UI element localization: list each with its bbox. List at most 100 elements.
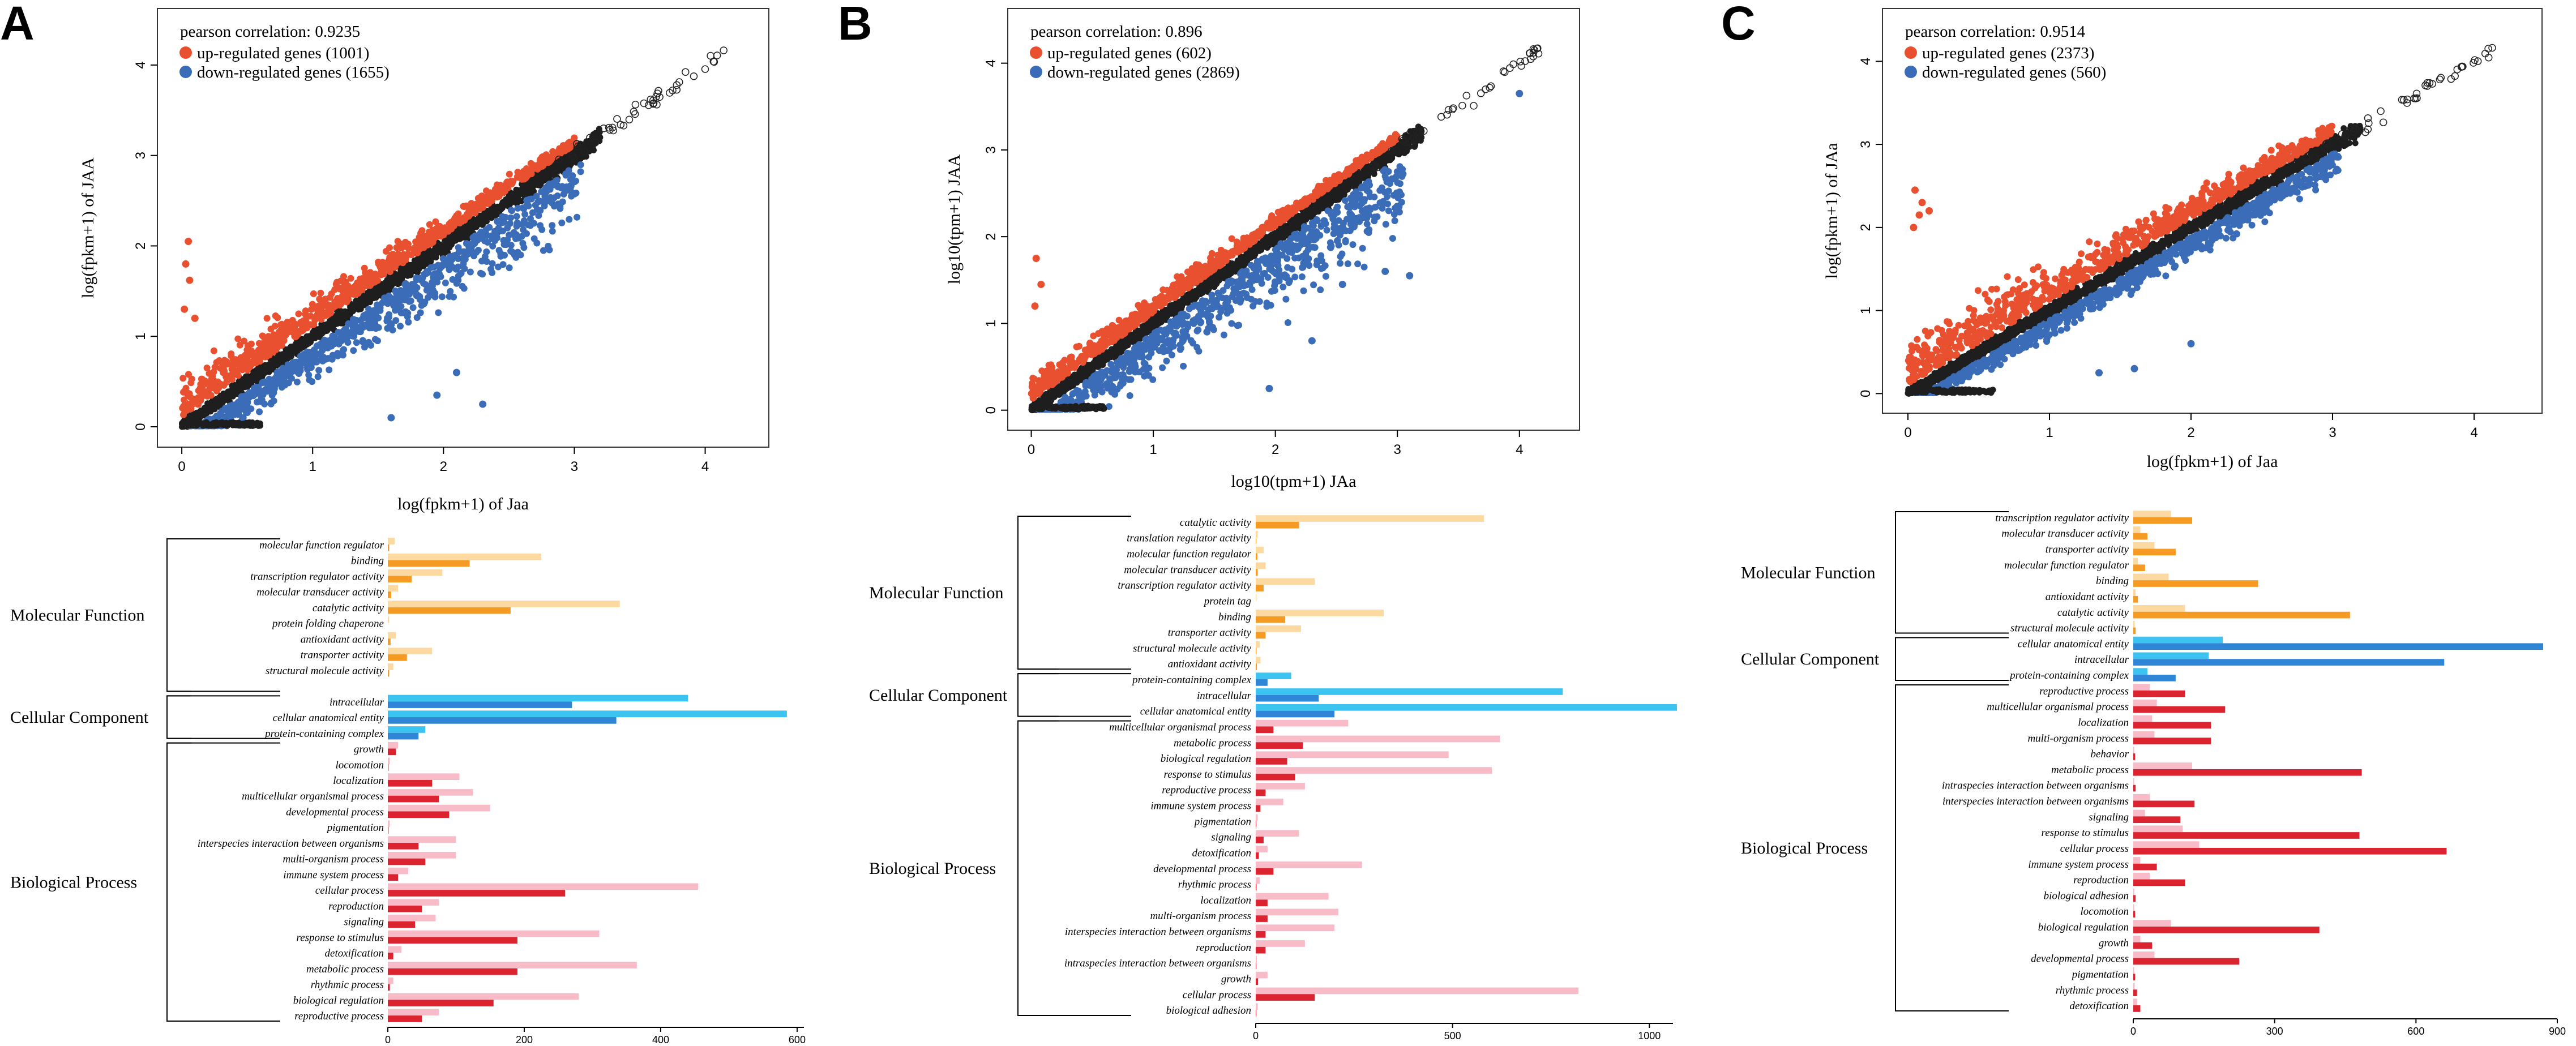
unchanged-point [266, 365, 272, 371]
go-term-label: multi-organism process [283, 854, 384, 865]
unchanged-point [327, 325, 333, 331]
down-point [411, 282, 418, 289]
x-tick-label: 4 [701, 459, 709, 474]
unchanged-point [181, 422, 187, 428]
unchanged-point [249, 421, 255, 427]
down-point [459, 255, 465, 262]
go-bar-deg [388, 968, 517, 975]
up-point [229, 376, 236, 383]
up-point [221, 357, 228, 364]
up-point [234, 336, 241, 342]
go-bar-deg [388, 906, 422, 912]
unchanged-point [411, 261, 417, 267]
go-bar-deg [388, 953, 393, 959]
down-point [416, 293, 423, 300]
down-point [439, 293, 446, 300]
down-point [487, 233, 494, 239]
unchanged-point [388, 281, 395, 288]
down-point [254, 398, 260, 405]
go-x-tick-label: 400 [652, 1034, 669, 1043]
down-point [256, 409, 263, 415]
down-point [284, 368, 291, 375]
down-point [329, 356, 336, 363]
down-point [374, 337, 381, 344]
unchanged-point [306, 340, 312, 346]
down-point [558, 220, 565, 226]
up-point [371, 272, 378, 278]
down-point [533, 240, 540, 247]
go-bar-all [388, 821, 390, 828]
go-term-label: catalytic activity [313, 602, 384, 614]
x-tick-label: 3 [571, 459, 578, 474]
unchanged-point [223, 391, 229, 397]
unchanged-point [498, 204, 504, 210]
go-bar-deg [388, 937, 517, 944]
high-expression-point [702, 66, 709, 72]
down-point [420, 280, 427, 287]
down-point [227, 405, 234, 412]
up-point [426, 221, 433, 228]
unchanged-point [285, 347, 291, 353]
down-point [292, 359, 298, 366]
down-point [434, 278, 440, 285]
go-term-label: biological regulation [293, 994, 384, 1006]
down-outlier-point [433, 392, 440, 399]
unchanged-point [520, 189, 527, 195]
go-bar-all [388, 663, 393, 670]
unchanged-point [204, 407, 210, 413]
down-point [414, 314, 421, 321]
y-tick-label: 1 [133, 333, 148, 340]
down-point [532, 202, 539, 209]
down-point [483, 248, 490, 255]
up-point [275, 341, 281, 348]
up-point [529, 161, 536, 168]
down-point [386, 314, 392, 321]
up-point [263, 351, 270, 358]
up-point [361, 265, 368, 272]
down-point [397, 303, 404, 310]
unchanged-point [446, 245, 452, 251]
up-point [326, 308, 333, 315]
down-point [246, 393, 253, 400]
group-label: Molecular Function [10, 606, 144, 625]
down-point [559, 199, 566, 205]
down-point [298, 358, 305, 365]
down-point [314, 342, 320, 349]
down-point [457, 271, 464, 277]
up-outlier-point [191, 315, 199, 322]
up-point [207, 385, 213, 392]
down-point [369, 324, 375, 331]
down-point [537, 222, 544, 229]
up-point [278, 327, 285, 333]
up-point [259, 332, 266, 339]
go-bar-all [388, 632, 396, 639]
group-bracket [167, 743, 191, 1021]
y-tick-label: 3 [133, 152, 148, 159]
go-term-label: signaling [344, 916, 384, 928]
up-point [526, 168, 533, 175]
down-point [508, 207, 515, 214]
down-legend-label: down-regulated genes (1655) [197, 63, 390, 82]
up-point [453, 220, 460, 226]
down-point [520, 226, 527, 233]
down-point [403, 295, 410, 302]
down-point [452, 252, 459, 259]
down-point [502, 214, 509, 221]
go-bar-all [388, 616, 389, 623]
up-point [291, 333, 298, 340]
up-point [232, 356, 239, 363]
up-point [339, 285, 346, 291]
down-point [481, 235, 488, 242]
down-point [431, 291, 438, 298]
down-point [352, 326, 358, 333]
down-point [506, 232, 512, 238]
high-expression-point [676, 79, 683, 85]
unchanged-point [314, 333, 320, 339]
up-outlier-point [185, 238, 192, 245]
up-legend-label: up-regulated genes (1001) [197, 44, 369, 62]
up-point [348, 288, 355, 294]
down-point [365, 306, 372, 312]
down-point [418, 302, 425, 309]
